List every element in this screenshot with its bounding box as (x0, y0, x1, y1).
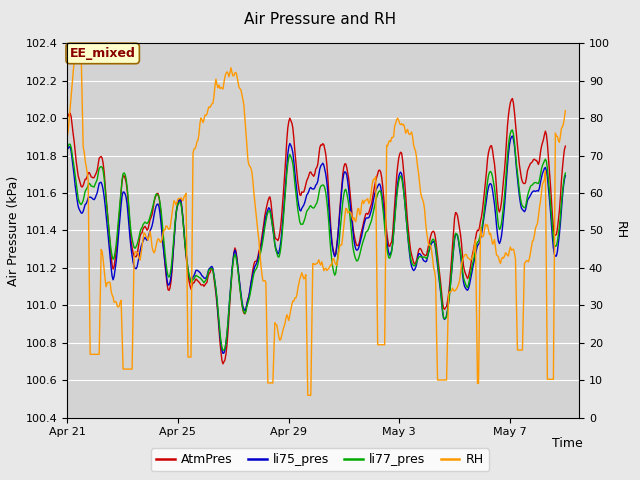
Text: EE_mixed: EE_mixed (70, 47, 136, 60)
Text: Air Pressure and RH: Air Pressure and RH (244, 12, 396, 27)
Text: Time: Time (552, 437, 582, 450)
Legend: AtmPres, li75_pres, li77_pres, RH: AtmPres, li75_pres, li77_pres, RH (152, 448, 488, 471)
Y-axis label: Air Pressure (kPa): Air Pressure (kPa) (7, 175, 20, 286)
Y-axis label: RH: RH (614, 221, 627, 240)
